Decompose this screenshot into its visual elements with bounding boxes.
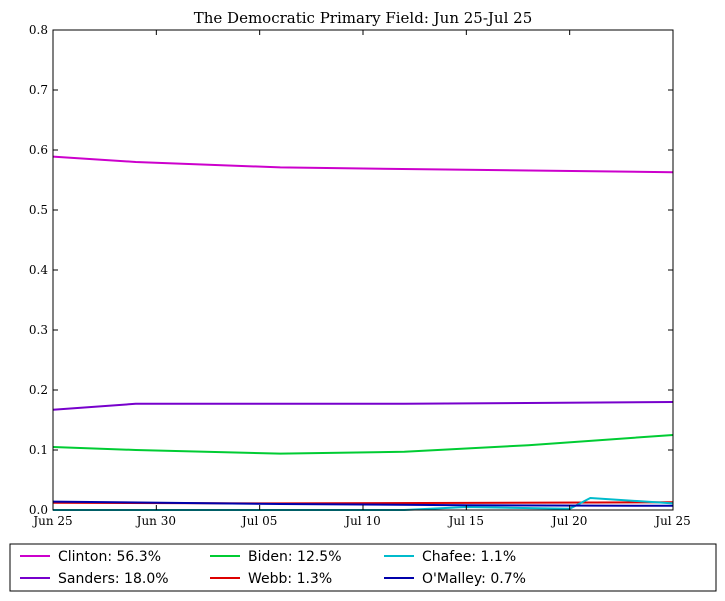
x-tick-label-3: Jul 10 xyxy=(343,514,380,528)
y-tick-label-1: 0.1 xyxy=(29,443,48,457)
y-tick-label-6: 0.6 xyxy=(29,143,48,157)
legend-label-4: Chafee: 1.1% xyxy=(422,549,516,565)
y-tick-label-5: 0.5 xyxy=(29,203,48,217)
y-tick-label-4: 0.4 xyxy=(29,263,48,277)
y-tick-label-7: 0.7 xyxy=(29,83,48,97)
y-tick-label-8: 0.8 xyxy=(29,23,48,37)
legend-label-2: Biden: 12.5% xyxy=(248,549,342,565)
legend-label-1: Sanders: 18.0% xyxy=(58,571,169,587)
x-tick-label-2: Jul 05 xyxy=(240,514,277,528)
plot-area xyxy=(53,157,673,510)
legend-label-3: Webb: 1.3% xyxy=(248,571,332,587)
x-tick-label-1: Jun 30 xyxy=(135,514,176,528)
x-tick-label-5: Jul 20 xyxy=(550,514,587,528)
x-tick-label-4: Jul 15 xyxy=(447,514,484,528)
series-line-0 xyxy=(53,157,673,173)
series-line-2 xyxy=(53,435,673,454)
legend: Clinton: 56.3% Sanders: 18.0% Biden: 12.5%… xyxy=(10,544,716,591)
plot-frame xyxy=(53,30,673,510)
y-tick-label-0: 0.0 xyxy=(29,503,48,517)
legend-label-5: O'Malley: 0.7% xyxy=(422,571,526,587)
y-tick-label-2: 0.2 xyxy=(29,383,48,397)
legend-label-0: Clinton: 56.3% xyxy=(58,549,161,565)
chart-title: The Democratic Primary Field: Jun 25-Jul… xyxy=(194,9,533,27)
y-tick-label-3: 0.3 xyxy=(29,323,48,337)
x-tick-label-6: Jul 25 xyxy=(653,514,690,528)
series-line-1 xyxy=(53,402,673,410)
